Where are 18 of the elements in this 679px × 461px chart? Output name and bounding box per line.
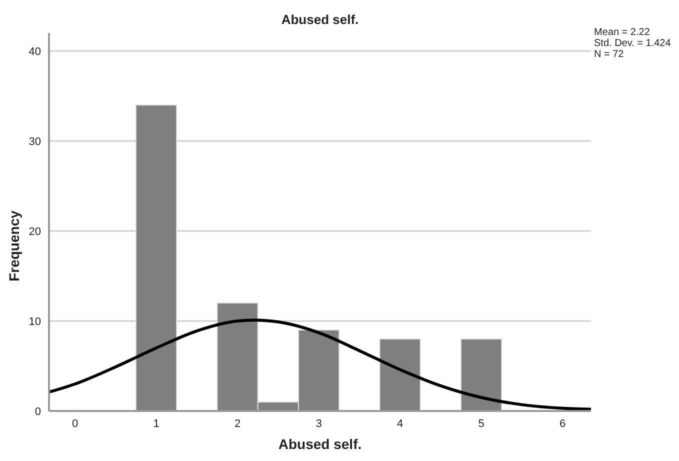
text: N = 72 [594,49,625,60]
x-tick-label: 3 [316,418,322,430]
text: Mean = 2.22 [594,27,651,38]
y-tick-label: 10 [28,316,41,328]
y-tick-label: 30 [28,136,41,148]
x-tick-label: 1 [153,418,160,430]
x-tick-label: 5 [478,418,484,430]
chart-title: Abused self. [280,12,360,27]
x-tick-label: 4 [396,418,404,430]
y-tick-label: 20 [28,226,41,238]
y-axis-title: Frequency [6,210,22,284]
y-tick-label: 40 [28,46,41,58]
text: Std. Dev. = 1.424 [594,38,671,49]
y-tick-label: 0 [34,406,41,418]
x-tick-label: 6 [559,418,566,430]
x-tick-label: 0 [72,418,78,430]
x-tick-label: 2 [234,418,241,430]
x-axis-title: Abused self. [277,436,363,452]
